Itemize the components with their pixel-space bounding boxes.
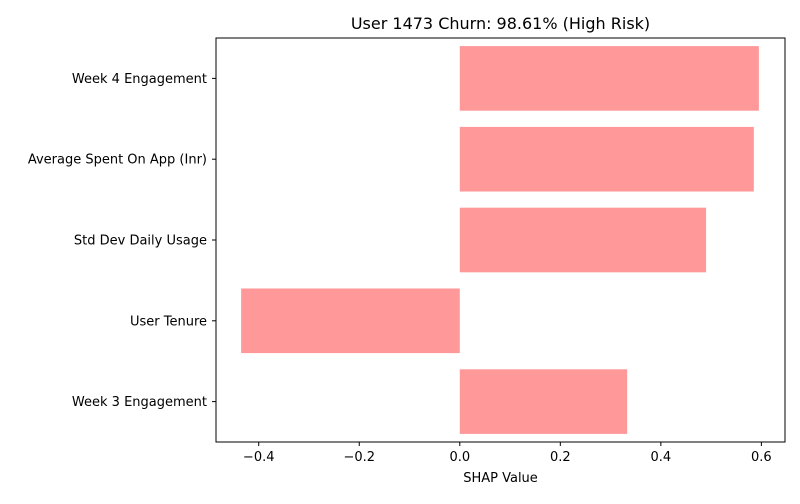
bar-average-spent-on-app-inr (459, 126, 754, 192)
y-tick-label: Week 3 Engagement (72, 395, 207, 410)
x-tick-label: −0.4 (243, 450, 275, 465)
bar-user-tenure (241, 288, 460, 354)
bar-week-3-engagement (459, 369, 628, 434)
y-tick-label: Week 4 Engagement (72, 72, 207, 87)
x-tick-label: 0.6 (751, 450, 772, 465)
x-ticks: −0.4 −0.2 0.0 0.2 0.4 0.6 (243, 442, 772, 465)
y-ticks: Week 4 Engagement Average Spent On App (I… (28, 72, 216, 410)
x-tick-label: 0.2 (550, 450, 571, 465)
x-tick-label: −0.2 (343, 450, 375, 465)
bar-week-4-engagement (459, 46, 759, 111)
y-tick-label: User Tenure (130, 314, 207, 329)
y-tick-label: Std Dev Daily Usage (74, 234, 207, 249)
x-tick-label: 0.4 (651, 450, 672, 465)
x-axis-label: SHAP Value (463, 471, 538, 486)
bars-layer (241, 46, 759, 434)
chart-title: User 1473 Churn: 98.61% (High Risk) (351, 14, 650, 33)
x-tick-label: 0.0 (449, 450, 470, 465)
y-tick-label: Average Spent On App (Inr) (28, 153, 207, 168)
bar-std-dev-daily-usage (459, 207, 707, 273)
